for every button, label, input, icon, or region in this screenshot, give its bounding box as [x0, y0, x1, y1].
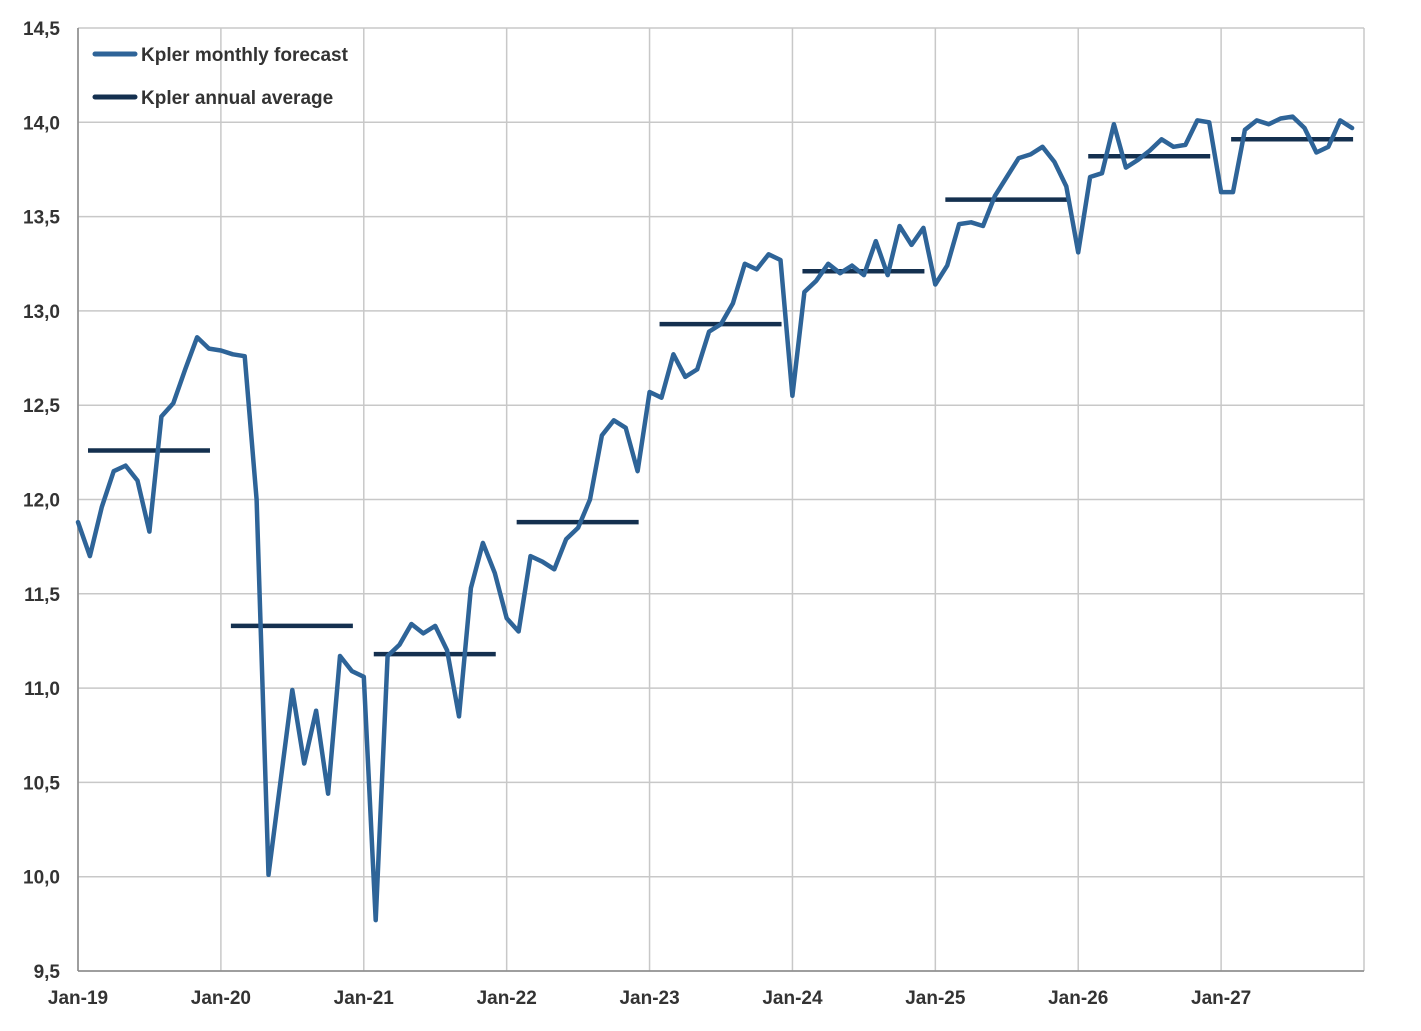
- x-tick-label: Jan-24: [762, 988, 823, 1009]
- x-tick-label: Jan-27: [1191, 988, 1251, 1009]
- y-tick-label: 13,5: [23, 208, 60, 229]
- legend: Kpler monthly forecast Kpler annual aver…: [92, 45, 349, 109]
- gridlines: [77, 27, 1365, 972]
- y-tick-label: 11,5: [24, 585, 60, 606]
- x-tick-label: Jan-19: [48, 988, 108, 1009]
- y-tick-label: 12,0: [23, 491, 60, 512]
- y-tick-label: 11,0: [24, 679, 60, 700]
- y-tick-label: 14,0: [23, 113, 60, 134]
- x-tick-label: Jan-21: [334, 988, 395, 1009]
- y-tick-label: 13,0: [23, 302, 60, 323]
- monthly-forecast-series: [75, 114, 1355, 923]
- y-tick-label: 9,5: [34, 962, 61, 983]
- x-tick-label: Jan-22: [477, 988, 537, 1009]
- monthly-forecast-line: [75, 114, 1355, 923]
- y-tick-label: 14,5: [23, 19, 60, 40]
- x-tick-label: Jan-26: [1048, 988, 1108, 1009]
- y-tick-label: 12,5: [23, 396, 60, 417]
- annual-average-series: [88, 137, 1354, 657]
- axes: 9,5 10,0 10,5 11,0 11,5 12,0 12,5 13,0 13,5 14,0 1…: [23, 19, 1364, 1009]
- y-tick-label: 10,5: [23, 773, 60, 794]
- x-tick-label: Jan-20: [191, 988, 251, 1009]
- legend-label-monthly: Kpler monthly forecast: [141, 45, 349, 66]
- legend-label-annual: Kpler annual average: [141, 88, 333, 109]
- x-tick-label: Jan-25: [905, 988, 966, 1009]
- y-tick-label: 10,0: [23, 868, 60, 889]
- x-tick-label: Jan-23: [619, 988, 679, 1009]
